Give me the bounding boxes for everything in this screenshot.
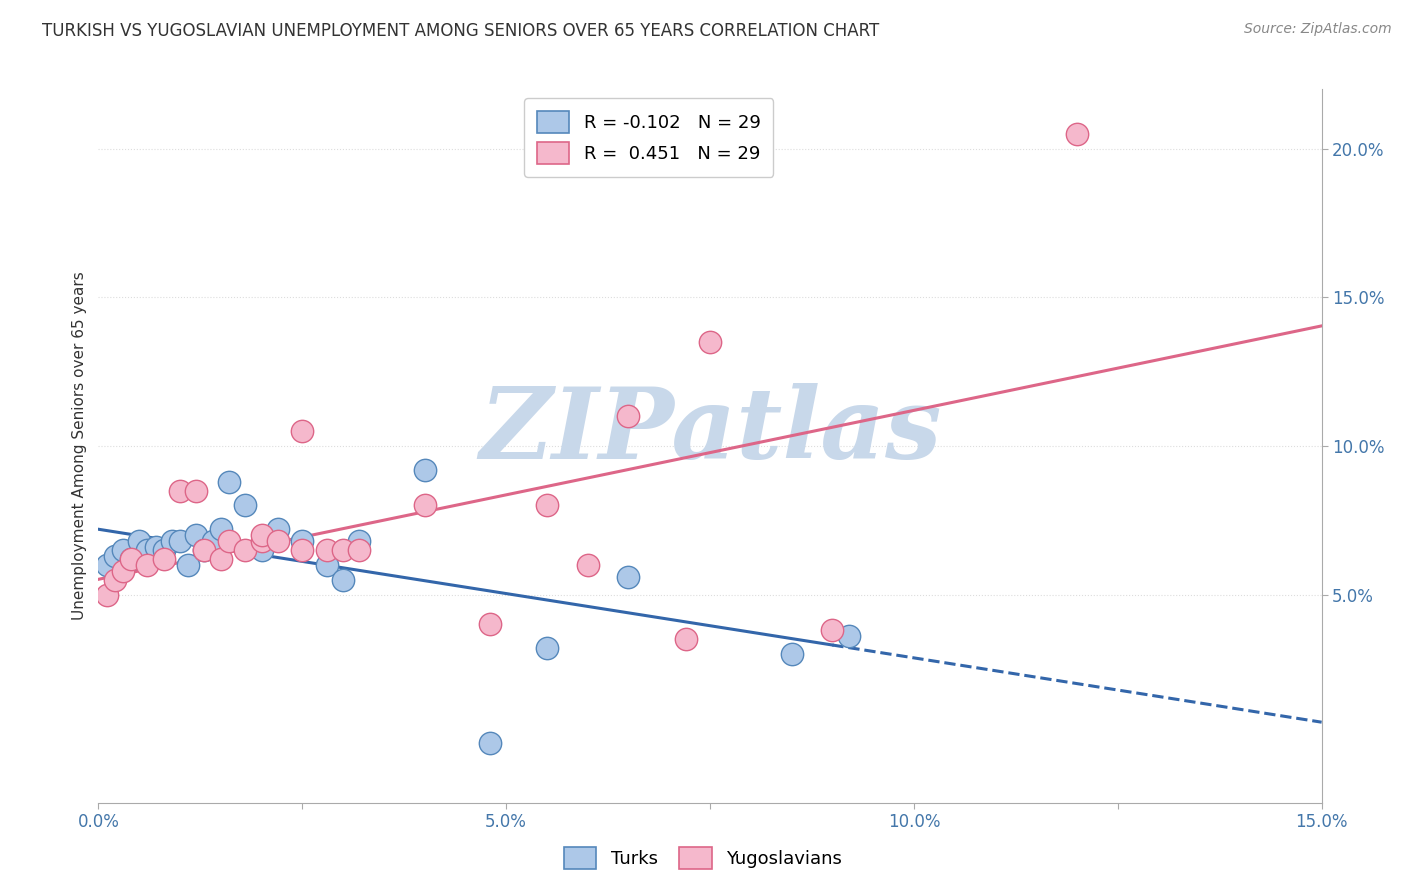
Point xyxy=(177,558,200,572)
Point xyxy=(413,463,436,477)
Point xyxy=(413,499,436,513)
Point xyxy=(617,409,640,424)
Point xyxy=(186,528,208,542)
Point xyxy=(136,543,159,558)
Point xyxy=(332,573,354,587)
Point xyxy=(209,552,232,566)
Point xyxy=(291,543,314,558)
Point xyxy=(478,736,501,750)
Text: TURKISH VS YUGOSLAVIAN UNEMPLOYMENT AMONG SENIORS OVER 65 YEARS CORRELATION CHAR: TURKISH VS YUGOSLAVIAN UNEMPLOYMENT AMON… xyxy=(42,22,879,40)
Point xyxy=(111,543,134,558)
Point xyxy=(233,499,256,513)
Point xyxy=(201,534,224,549)
Point xyxy=(675,632,697,647)
Point xyxy=(233,543,256,558)
Point xyxy=(780,647,803,661)
Y-axis label: Unemployment Among Seniors over 65 years: Unemployment Among Seniors over 65 years xyxy=(72,272,87,620)
Point xyxy=(128,534,150,549)
Legend: Turks, Yugoslavians: Turks, Yugoslavians xyxy=(555,838,851,879)
Point xyxy=(821,624,844,638)
Point xyxy=(699,334,721,349)
Text: Source: ZipAtlas.com: Source: ZipAtlas.com xyxy=(1244,22,1392,37)
Point xyxy=(536,499,558,513)
Point xyxy=(218,475,240,489)
Point xyxy=(349,534,371,549)
Point xyxy=(186,483,208,498)
Point xyxy=(1066,127,1088,141)
Point xyxy=(120,552,142,566)
Point xyxy=(349,543,371,558)
Point xyxy=(136,558,159,572)
Point xyxy=(315,558,337,572)
Point xyxy=(169,483,191,498)
Point xyxy=(193,543,215,558)
Point xyxy=(478,617,501,632)
Point xyxy=(291,424,314,438)
Point xyxy=(96,588,118,602)
Point xyxy=(96,558,118,572)
Point xyxy=(120,552,142,566)
Legend: R = -0.102   N = 29, R =  0.451   N = 29: R = -0.102 N = 29, R = 0.451 N = 29 xyxy=(524,98,773,177)
Point xyxy=(218,534,240,549)
Point xyxy=(250,543,273,558)
Point xyxy=(152,543,174,558)
Point xyxy=(267,534,290,549)
Point xyxy=(104,549,127,563)
Point xyxy=(267,522,290,536)
Point xyxy=(111,564,134,578)
Point xyxy=(315,543,337,558)
Point xyxy=(250,528,273,542)
Point xyxy=(209,522,232,536)
Point xyxy=(536,641,558,656)
Point xyxy=(332,543,354,558)
Point xyxy=(617,570,640,584)
Point xyxy=(145,540,167,554)
Point xyxy=(838,629,860,643)
Point xyxy=(104,573,127,587)
Point xyxy=(160,534,183,549)
Point xyxy=(169,534,191,549)
Point xyxy=(152,552,174,566)
Point xyxy=(193,543,215,558)
Point xyxy=(576,558,599,572)
Text: ZIPatlas: ZIPatlas xyxy=(479,384,941,480)
Point xyxy=(291,534,314,549)
Point xyxy=(250,534,273,549)
